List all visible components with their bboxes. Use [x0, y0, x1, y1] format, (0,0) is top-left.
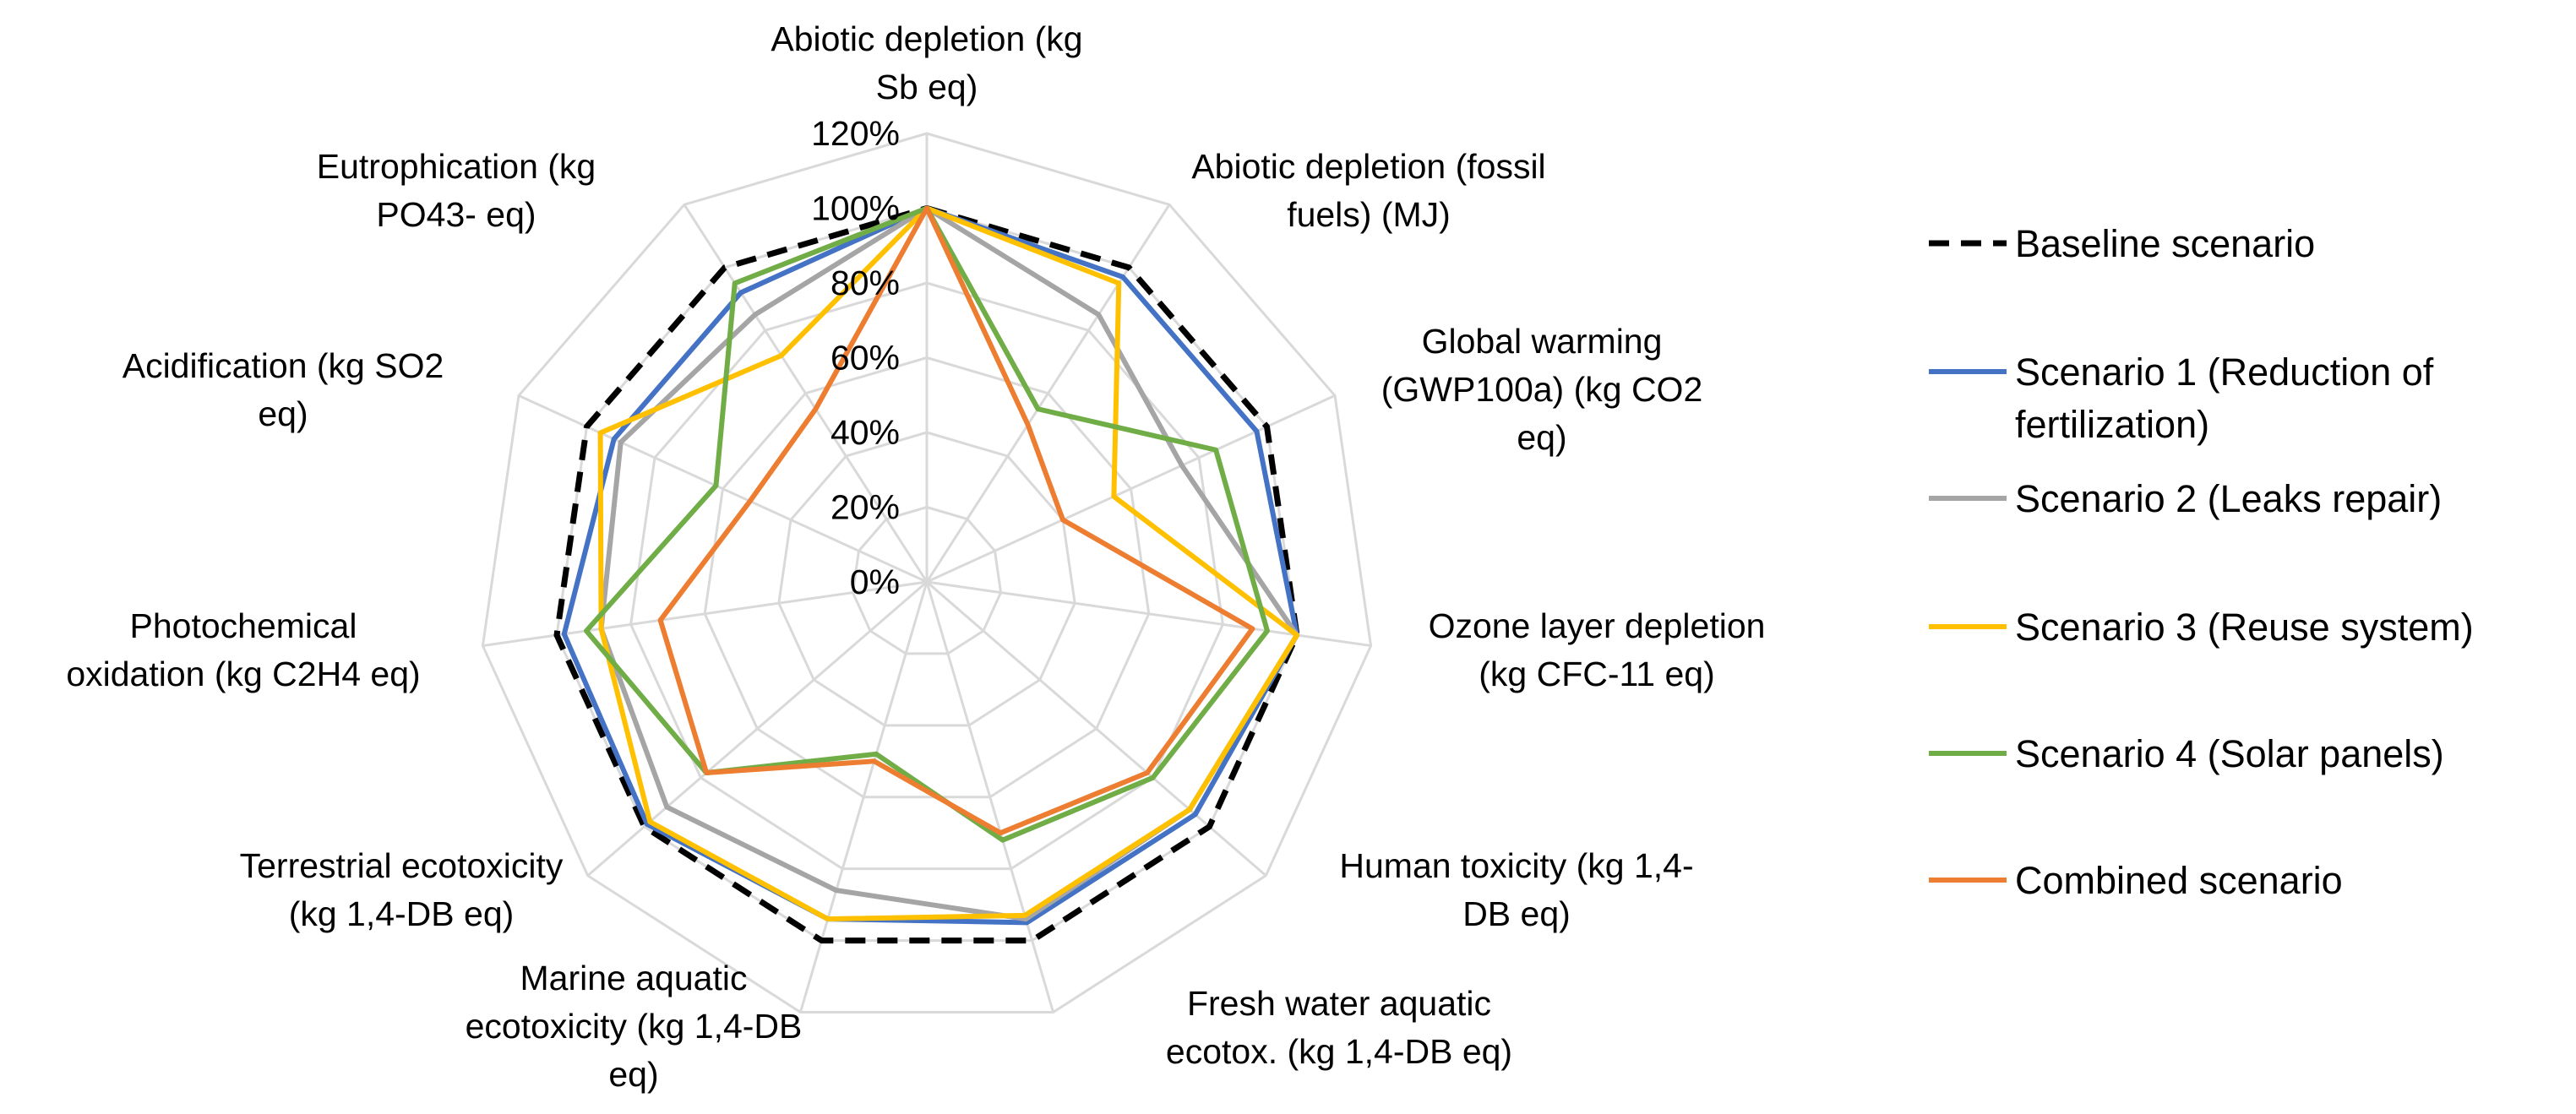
series-line-1 [561, 205, 1299, 926]
grid-ring-6 [481, 132, 1373, 1013]
grid-ring-3 [703, 356, 1151, 799]
tick-label-4: 80% [831, 264, 900, 302]
tick-label-5: 100% [811, 189, 900, 228]
tick-label-0: 0% [850, 562, 900, 601]
axis-label-6: Marine aquatic ecotoxicity (kg 1,4-DB eq) [466, 959, 803, 1094]
axis-label-4: Human toxicity (kg 1,4-DB eq) [1339, 846, 1693, 933]
axis-label-1: Abiotic depletion (fossil fuels) (MJ) [1191, 147, 1545, 234]
legend-label-5: Combined scenario [2015, 859, 2343, 902]
radar-series [553, 205, 1300, 944]
axis-label-8: Photochemical oxidation (kg C2H4 eq) [66, 606, 420, 693]
tick-label-6: 120% [811, 114, 900, 153]
spoke-3 [926, 580, 1371, 648]
axis-label-0: Abiotic depletion (kg Sb eq) [771, 19, 1082, 106]
radar-grid [481, 132, 1373, 1013]
legend: Baseline scenario Scenario 1 (Reduction o… [1929, 222, 2474, 902]
radial-axis-ticks: 0% 20% 40% 60% 80% 100% 120% [811, 114, 900, 601]
spoke-5 [925, 581, 1055, 1013]
tick-label-3: 60% [831, 339, 900, 378]
spoke-7 [586, 580, 928, 877]
series-line-0 [553, 205, 1300, 944]
axis-label-9: Acidification (kg SO2 eq) [123, 346, 444, 433]
legend-label-2: Scenario 2 (Leaks repair) [2015, 477, 2442, 520]
legend-label-3: Scenario 3 (Reuse system) [2015, 606, 2474, 649]
grid-ring-4 [629, 281, 1224, 871]
tick-label-2: 40% [831, 413, 900, 452]
axis-label-2: Global warming (GWP100a) (kg CO2 eq) [1381, 322, 1703, 457]
category-labels: Abiotic depletion (kg Sb eq) Abiotic deple… [66, 19, 1765, 1094]
spoke-4 [926, 580, 1267, 877]
axis-label-3: Ozone layer depletion (kg CFC-11 eq) [1429, 606, 1766, 693]
legend-label-1: Scenario 1 (Reduction of fertilization) [2015, 351, 2434, 446]
legend-label-0: Baseline scenario [2015, 222, 2315, 265]
series-line-5 [657, 205, 1255, 836]
series-line-3 [597, 205, 1299, 922]
grid-ring-2 [777, 431, 1076, 727]
tick-label-1: 20% [831, 488, 900, 527]
axis-label-7: Terrestrial ecotoxicity (kg 1,4-DB eq) [240, 846, 564, 933]
legend-label-4: Scenario 4 (Solar panels) [2015, 732, 2444, 775]
axis-label-5: Fresh water aquatic ecotox. (kg 1,4-DB eq… [1166, 984, 1512, 1071]
grid-ring-1 [851, 505, 1003, 655]
axis-label-10: Eutrophication (kg PO43- eq) [317, 147, 596, 234]
